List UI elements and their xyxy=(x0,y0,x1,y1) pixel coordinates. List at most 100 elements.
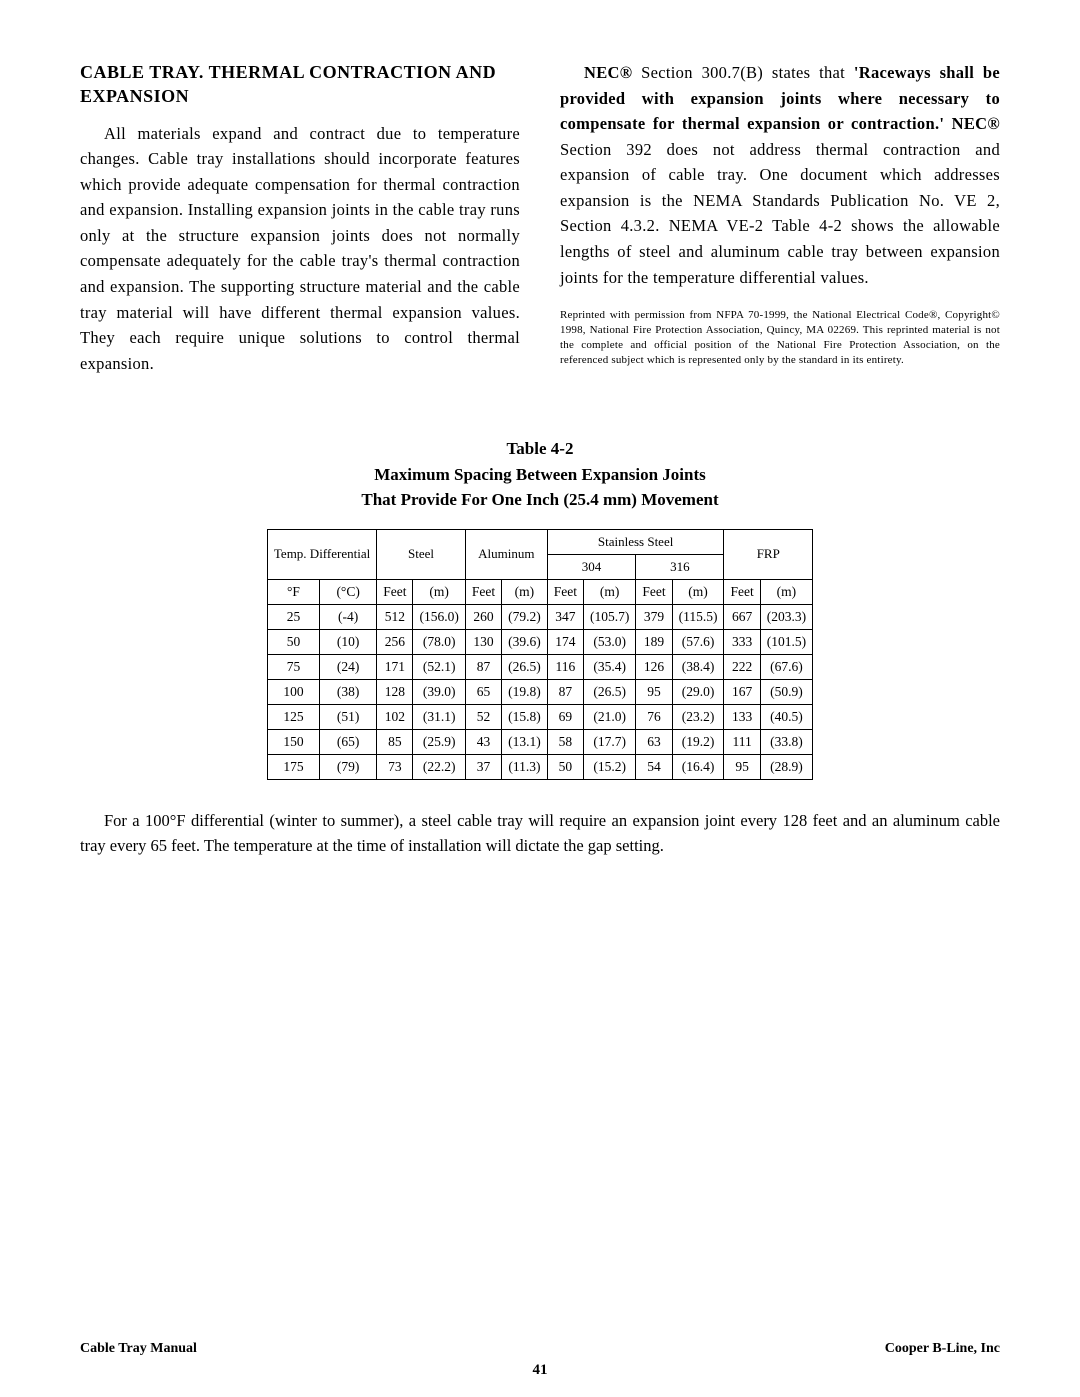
table-cell: 54 xyxy=(636,754,672,779)
nec-bold-1: NEC xyxy=(584,63,620,82)
table-cell: (40.5) xyxy=(760,704,812,729)
table-cell: 100 xyxy=(267,679,319,704)
th-aluminum: Aluminum xyxy=(465,529,547,579)
table-cell: (33.8) xyxy=(760,729,812,754)
table-cell: 333 xyxy=(724,629,760,654)
unit-header-cell: Feet xyxy=(636,579,672,604)
table-row: 25(-4)512(156.0)260(79.2)347(105.7)379(1… xyxy=(267,604,812,629)
table-cell: (23.2) xyxy=(672,704,724,729)
fine-print: Reprinted with permission from NFPA 70-1… xyxy=(560,308,1000,367)
right-paragraph: NEC® Section 300.7(B) states that 'Racew… xyxy=(560,60,1000,290)
table-cell: 189 xyxy=(636,629,672,654)
table-cell: 150 xyxy=(267,729,319,754)
table-cell: 256 xyxy=(377,629,413,654)
table-cell: 73 xyxy=(377,754,413,779)
table-cell: (21.0) xyxy=(583,704,635,729)
table-cell: 25 xyxy=(267,604,319,629)
table-row: 175(79)73(22.2)37(11.3)50(15.2)54(16.4)9… xyxy=(267,754,812,779)
table-cell: (115.5) xyxy=(672,604,724,629)
table-cell: 130 xyxy=(465,629,501,654)
table-cell: 43 xyxy=(465,729,501,754)
table-cell: (17.7) xyxy=(583,729,635,754)
table-cell: 52 xyxy=(465,704,501,729)
unit-header-cell: (m) xyxy=(502,579,548,604)
table-cell: (101.5) xyxy=(760,629,812,654)
table-cell: (10) xyxy=(320,629,377,654)
reg-mark-2: ® xyxy=(987,114,1000,133)
table-head: Temp. Differential Steel Aluminum Stainl… xyxy=(267,529,812,604)
table-row: 100(38)128(39.0)65(19.8)87(26.5)95(29.0)… xyxy=(267,679,812,704)
table-cell: (78.0) xyxy=(413,629,465,654)
table-section: Table 4-2 Maximum Spacing Between Expans… xyxy=(80,436,1000,780)
caption-line-3: That Provide For One Inch (25.4 mm) Move… xyxy=(80,487,1000,513)
table-cell: 171 xyxy=(377,654,413,679)
table-cell: (79.2) xyxy=(502,604,548,629)
table-cell: 65 xyxy=(465,679,501,704)
table-cell: 260 xyxy=(465,604,501,629)
table-cell: (79) xyxy=(320,754,377,779)
unit-header-cell: Feet xyxy=(465,579,501,604)
left-column: CABLE TRAY. THERMAL CONTRACTION AND EXPA… xyxy=(80,60,520,376)
table-cell: (203.3) xyxy=(760,604,812,629)
unit-header-cell: °F xyxy=(267,579,319,604)
reg-mark-1: ® xyxy=(620,63,633,82)
table-cell: 50 xyxy=(547,754,583,779)
page-number: 41 xyxy=(80,1362,1000,1379)
table-row: 125(51)102(31.1)52(15.8)69(21.0)76(23.2)… xyxy=(267,704,812,729)
table-cell: (105.7) xyxy=(583,604,635,629)
table-cell: (25.9) xyxy=(413,729,465,754)
table-cell: (51) xyxy=(320,704,377,729)
table-cell: (50.9) xyxy=(760,679,812,704)
th-ss304: 304 xyxy=(547,554,636,579)
group-header-row-1: Temp. Differential Steel Aluminum Stainl… xyxy=(267,529,812,554)
table-cell: 126 xyxy=(636,654,672,679)
table-cell: 58 xyxy=(547,729,583,754)
table-cell: (24) xyxy=(320,654,377,679)
table-cell: 512 xyxy=(377,604,413,629)
table-cell: (39.0) xyxy=(413,679,465,704)
table-cell: 125 xyxy=(267,704,319,729)
unit-header-cell: Feet xyxy=(377,579,413,604)
table-cell: (57.6) xyxy=(672,629,724,654)
table-cell: (16.4) xyxy=(672,754,724,779)
section-ref: Section 300.7(B) states that xyxy=(632,63,853,82)
below-table-paragraph: For a 100°F differential (winter to summ… xyxy=(80,808,1000,859)
table-cell: 75 xyxy=(267,654,319,679)
page-footer: Cable Tray Manual Cooper B-Line, Inc 41 xyxy=(80,1341,1000,1357)
table-cell: 50 xyxy=(267,629,319,654)
table-cell: (156.0) xyxy=(413,604,465,629)
right-para-rest: Section 392 does not address thermal con… xyxy=(560,140,1000,287)
table-cell: (35.4) xyxy=(583,654,635,679)
table-cell: (38.4) xyxy=(672,654,724,679)
table-cell: (31.1) xyxy=(413,704,465,729)
table-cell: 102 xyxy=(377,704,413,729)
table-cell: (39.6) xyxy=(502,629,548,654)
caption-line-1: Table 4-2 xyxy=(80,436,1000,462)
table-body: 25(-4)512(156.0)260(79.2)347(105.7)379(1… xyxy=(267,604,812,779)
table-cell: 85 xyxy=(377,729,413,754)
unit-header-cell: (m) xyxy=(672,579,724,604)
table-cell: 128 xyxy=(377,679,413,704)
footer-left: Cable Tray Manual xyxy=(80,1341,197,1357)
below-table-text: For a 100°F differential (winter to summ… xyxy=(80,811,1000,856)
table-cell: 76 xyxy=(636,704,672,729)
unit-header-cell: (m) xyxy=(760,579,812,604)
table-cell: 37 xyxy=(465,754,501,779)
th-ss316: 316 xyxy=(636,554,724,579)
two-column-layout: CABLE TRAY. THERMAL CONTRACTION AND EXPA… xyxy=(80,60,1000,376)
table-cell: (19.8) xyxy=(502,679,548,704)
th-stainless: Stainless Steel xyxy=(547,529,724,554)
right-column: NEC® Section 300.7(B) states that 'Racew… xyxy=(560,60,1000,376)
table-cell: 95 xyxy=(636,679,672,704)
table-cell: 87 xyxy=(547,679,583,704)
footer-right: Cooper B-Line, Inc xyxy=(885,1341,1000,1357)
table-cell: (67.6) xyxy=(760,654,812,679)
table-row: 50(10)256(78.0)130(39.6)174(53.0)189(57.… xyxy=(267,629,812,654)
table-cell: 133 xyxy=(724,704,760,729)
th-frp: FRP xyxy=(724,529,813,579)
table-cell: 175 xyxy=(267,754,319,779)
table-cell: (13.1) xyxy=(502,729,548,754)
table-cell: (19.2) xyxy=(672,729,724,754)
table-cell: (11.3) xyxy=(502,754,548,779)
left-para-text: All materials expand and contract due to… xyxy=(80,124,520,373)
